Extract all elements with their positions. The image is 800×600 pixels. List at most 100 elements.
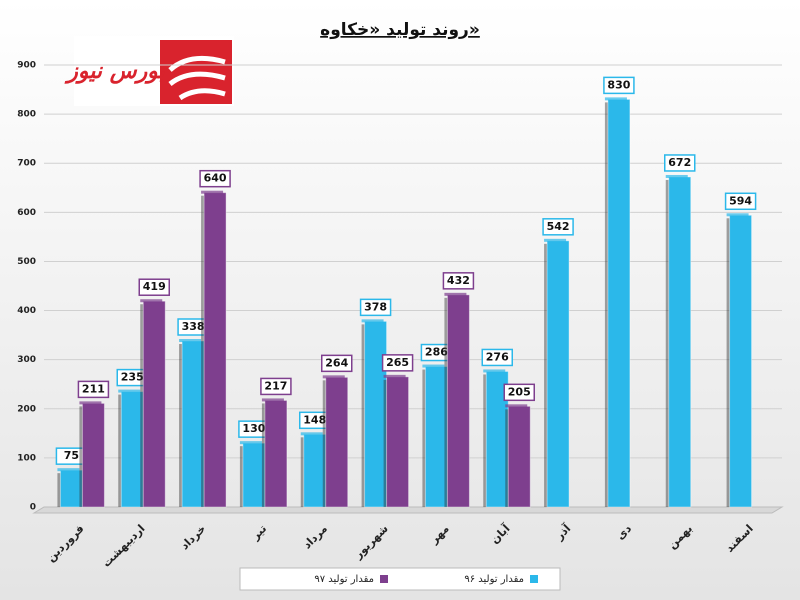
bar bbox=[142, 300, 166, 508]
bar-top bbox=[57, 468, 80, 472]
y-tick-label: 700 bbox=[17, 159, 36, 169]
bar-side bbox=[726, 218, 730, 507]
data-label: 130 bbox=[242, 422, 265, 435]
data-label: 419 bbox=[143, 280, 166, 293]
bar-side bbox=[361, 324, 365, 507]
data-label-box bbox=[359, 298, 392, 317]
bar bbox=[203, 192, 227, 508]
y-tick-label: 400 bbox=[17, 306, 36, 316]
bar bbox=[242, 442, 266, 508]
data-label-box bbox=[321, 354, 353, 373]
data-label-box bbox=[260, 377, 292, 396]
bar bbox=[446, 294, 470, 508]
data-label-box bbox=[664, 154, 696, 172]
bar-side bbox=[665, 179, 669, 507]
bar-top bbox=[239, 441, 262, 445]
bar-side bbox=[544, 243, 548, 507]
y-tick-label: 0 bbox=[30, 503, 36, 513]
bar-top bbox=[483, 369, 506, 373]
logo-stripes bbox=[168, 55, 226, 101]
data-label: 286 bbox=[425, 346, 448, 359]
bar-top bbox=[140, 299, 163, 303]
bar-top bbox=[604, 97, 627, 101]
floor bbox=[32, 506, 784, 514]
bar-side bbox=[239, 446, 243, 507]
bar bbox=[59, 469, 83, 508]
legend-label: مقدار تولید ۹۶ bbox=[464, 574, 524, 585]
bar-side bbox=[383, 379, 387, 507]
data-label: 205 bbox=[508, 385, 531, 398]
y-tick-label: 800 bbox=[17, 110, 36, 120]
bar-top bbox=[179, 339, 202, 343]
y-tick-label: 900 bbox=[17, 61, 36, 71]
data-label-box bbox=[381, 354, 414, 372]
bar bbox=[424, 366, 448, 508]
bar-top bbox=[261, 398, 284, 402]
bar bbox=[325, 376, 349, 508]
bar-top bbox=[201, 190, 224, 194]
data-label-box bbox=[77, 380, 110, 399]
bar bbox=[546, 240, 570, 508]
data-label-box bbox=[542, 218, 574, 236]
y-tick-label: 300 bbox=[17, 355, 36, 365]
legend-swatch bbox=[530, 575, 538, 583]
bar bbox=[386, 376, 410, 508]
data-label: 265 bbox=[386, 356, 409, 369]
bar bbox=[729, 214, 753, 508]
logo-text: بورس نیوز bbox=[64, 59, 165, 84]
bar-side bbox=[57, 473, 61, 507]
bar bbox=[303, 433, 327, 508]
data-label-box bbox=[603, 76, 635, 95]
bar-side bbox=[604, 102, 608, 507]
data-label-box bbox=[442, 272, 475, 290]
data-label: 148 bbox=[303, 413, 326, 426]
bar-side bbox=[505, 409, 509, 507]
bar bbox=[607, 98, 631, 508]
data-label: 672 bbox=[668, 156, 691, 169]
data-label-box bbox=[481, 348, 513, 367]
bar-top bbox=[322, 375, 345, 379]
y-tick-label: 500 bbox=[17, 257, 36, 267]
data-label: 542 bbox=[547, 220, 570, 233]
legend-box bbox=[239, 567, 561, 591]
data-label: 276 bbox=[486, 350, 509, 363]
data-label: 830 bbox=[607, 78, 630, 91]
bar bbox=[264, 399, 288, 508]
bar-top bbox=[383, 374, 406, 378]
bar-side bbox=[118, 394, 122, 507]
bar-side bbox=[444, 297, 448, 507]
bar bbox=[120, 391, 144, 508]
bar-side bbox=[79, 406, 83, 507]
data-label: 640 bbox=[204, 172, 227, 185]
bar-side bbox=[261, 403, 265, 507]
data-label-box bbox=[724, 192, 757, 211]
bar-top bbox=[665, 174, 688, 178]
bar-top bbox=[361, 319, 384, 323]
bar-top bbox=[79, 401, 102, 405]
data-label: 211 bbox=[82, 382, 105, 395]
bar-top bbox=[505, 404, 528, 408]
bar-top bbox=[444, 292, 467, 296]
data-label-box bbox=[503, 383, 535, 402]
bar bbox=[364, 320, 388, 508]
bar-side bbox=[300, 437, 304, 507]
bar bbox=[668, 176, 692, 508]
data-label: 432 bbox=[447, 274, 470, 287]
data-label: 264 bbox=[325, 356, 348, 369]
bar-top bbox=[544, 238, 567, 242]
y-tick-label: 100 bbox=[17, 453, 36, 463]
logo: بورس نیوز bbox=[64, 36, 234, 106]
bar-side bbox=[322, 380, 326, 507]
data-label: 235 bbox=[121, 371, 144, 384]
data-label: 594 bbox=[729, 194, 752, 207]
legend-label: مقدار تولید ۹۷ bbox=[314, 574, 374, 585]
y-tick-label: 200 bbox=[17, 404, 36, 414]
bar-top bbox=[118, 389, 141, 393]
data-label-box bbox=[199, 169, 231, 188]
bar bbox=[81, 402, 105, 508]
data-label: 217 bbox=[264, 379, 287, 392]
bar-top bbox=[300, 432, 323, 436]
bar-side bbox=[201, 195, 205, 507]
bar-top bbox=[422, 364, 445, 368]
